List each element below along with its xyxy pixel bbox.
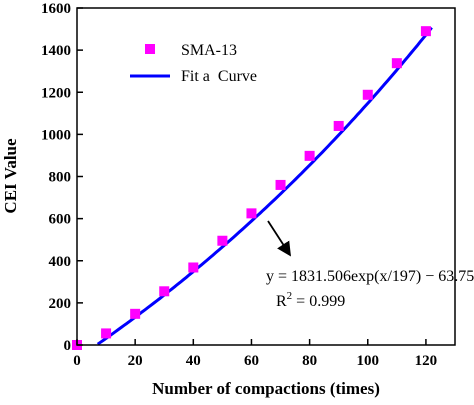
data-point xyxy=(246,208,257,219)
data-point xyxy=(275,179,286,190)
x-tick-label: 60 xyxy=(244,353,259,369)
x-tick-label: 120 xyxy=(415,353,438,369)
data-point xyxy=(304,150,315,161)
data-point xyxy=(188,262,199,273)
x-tick-label: 80 xyxy=(302,353,317,369)
x-tick-label: 40 xyxy=(186,353,201,369)
data-point xyxy=(159,286,170,297)
r-squared-text: R2 = 0.999 xyxy=(276,290,345,310)
y-tick-label: 400 xyxy=(49,254,72,270)
x-axis-title: Number of compactions (times) xyxy=(152,379,380,398)
y-tick-label: 1400 xyxy=(41,43,71,59)
data-point xyxy=(362,89,373,100)
r-squared-superscript: 2 xyxy=(287,290,293,302)
legend-label-fit: Fit a Curve xyxy=(181,68,257,85)
data-point xyxy=(391,58,402,69)
r-squared-value: = 0.999 xyxy=(296,293,345,310)
y-tick-label: 1600 xyxy=(41,1,71,17)
fit-curve-line xyxy=(96,26,433,346)
data-point xyxy=(420,26,431,37)
y-tick-label: 200 xyxy=(49,296,72,312)
x-tick-label: 100 xyxy=(357,353,380,369)
y-tick-label: 800 xyxy=(49,170,72,186)
data-point xyxy=(333,120,344,131)
x-tick-label: 20 xyxy=(128,353,143,369)
data-point xyxy=(217,235,228,246)
annotation-arrow xyxy=(267,220,291,257)
y-axis-title: CEI Value xyxy=(1,138,20,214)
data-point xyxy=(101,328,112,339)
x-tick-label: 0 xyxy=(73,353,81,369)
y-tick-label: 1200 xyxy=(41,85,71,101)
r-squared-label: R xyxy=(276,293,287,310)
y-tick-label: 0 xyxy=(64,338,72,354)
legend-marker-sma13 xyxy=(145,44,155,54)
legend-label-sma13: SMA-13 xyxy=(181,42,237,59)
data-point xyxy=(130,308,141,319)
y-tick-label: 1000 xyxy=(41,127,71,143)
equation-annotation: y = 1831.506exp(x/197) − 63.755 R2 = 0.99… xyxy=(266,220,474,310)
equation-text: y = 1831.506exp(x/197) − 63.755 xyxy=(266,268,474,285)
y-tick-label: 600 xyxy=(49,212,72,228)
legend: SMA-13 Fit a Curve xyxy=(130,42,257,85)
